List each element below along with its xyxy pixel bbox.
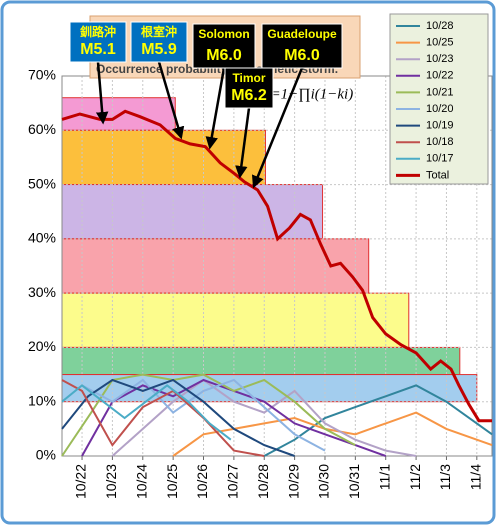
annotation-box — [261, 23, 343, 69]
annotation-box — [192, 23, 256, 69]
y-tick-label: 70% — [28, 67, 56, 83]
x-tick-label: 10/31 — [346, 464, 362, 499]
annotation-magnitude: M6.0 — [284, 47, 320, 64]
y-tick-label: 0% — [36, 447, 56, 463]
legend-label: 10/20 — [426, 103, 454, 115]
annotation-place: Guadeloupe — [267, 27, 337, 41]
annotation-place: 根室沖 — [141, 24, 177, 39]
x-tick-label: 11/1 — [376, 464, 392, 490]
annotation-magnitude: M6.0 — [206, 47, 242, 64]
x-tick-label: 11/3 — [437, 464, 453, 490]
x-tick-label: 11/2 — [407, 464, 423, 490]
band — [61, 129, 266, 186]
series-line — [61, 378, 295, 457]
x-tick-label: 10/28 — [255, 464, 271, 499]
annotation-place: 釧路沖 — [79, 24, 116, 39]
x-tick-label: 10/30 — [316, 464, 332, 499]
x-tick-label: 10/24 — [133, 464, 149, 499]
annotation-place: Solomon — [198, 27, 249, 41]
annotation-magnitude: M6.2 — [231, 87, 267, 104]
x-tick-label: 10/25 — [164, 464, 180, 499]
legend-label: 10/18 — [426, 136, 454, 148]
annotation-arrow — [157, 61, 185, 140]
plot-area — [61, 75, 493, 460]
legend-label: 10/21 — [426, 86, 454, 98]
band — [61, 184, 324, 240]
series-line — [61, 373, 356, 457]
x-tick-label: 10/26 — [194, 464, 210, 499]
annotation-box — [69, 21, 127, 63]
band — [61, 292, 410, 348]
x-tick-label: 10/29 — [285, 464, 301, 499]
annotation-box — [224, 67, 274, 109]
legend-label: Total — [426, 169, 449, 181]
annotation-arrow — [251, 67, 304, 189]
series-line — [81, 378, 326, 452]
series-line — [61, 109, 492, 423]
annotations: 釧路沖 M5.1 根室沖 M5.9 Solomon M6.0 Guadeloupe M6.0 T… — [69, 21, 343, 189]
annotation-arrow — [95, 61, 109, 125]
x-tick-label: 10/23 — [103, 464, 119, 499]
annotation-place: Timor — [232, 71, 265, 85]
band — [61, 346, 461, 376]
y-tick-label: 40% — [28, 230, 56, 246]
x-tick-label: 10/22 — [73, 464, 89, 499]
formula: %=1−∏i(1−ki) — [258, 86, 353, 102]
y-tick-label: 10% — [28, 392, 56, 408]
legend-label: 10/17 — [426, 153, 454, 165]
annotation-magnitude: M5.1 — [80, 41, 116, 58]
band — [61, 238, 370, 294]
y-tick-label: 30% — [28, 284, 56, 300]
legend: 10/28 10/25 10/23 10/22 10/21 10/20 10/19 10/18… — [389, 13, 489, 185]
x-tick-label: 11/4 — [468, 464, 484, 490]
annotation-arrow — [205, 67, 226, 150]
annotation-arrow — [235, 107, 251, 179]
y-tick-label: 20% — [28, 338, 56, 354]
x-tick-label: 10/27 — [225, 464, 241, 499]
annotation-box — [130, 21, 188, 63]
series-line — [111, 378, 417, 457]
series-line — [61, 384, 232, 441]
y-tick-label: 60% — [28, 121, 56, 137]
series-line — [61, 379, 265, 457]
legend-label: 10/23 — [426, 53, 454, 65]
legend-label: 10/22 — [426, 70, 454, 82]
y-tick-label: 50% — [28, 175, 56, 191]
legend-label: 10/25 — [426, 37, 454, 49]
annotation-magnitude: M5.9 — [141, 41, 177, 58]
legend-label: 10/28 — [426, 20, 454, 32]
series-line — [263, 384, 493, 457]
legend-label: 10/19 — [426, 120, 454, 132]
